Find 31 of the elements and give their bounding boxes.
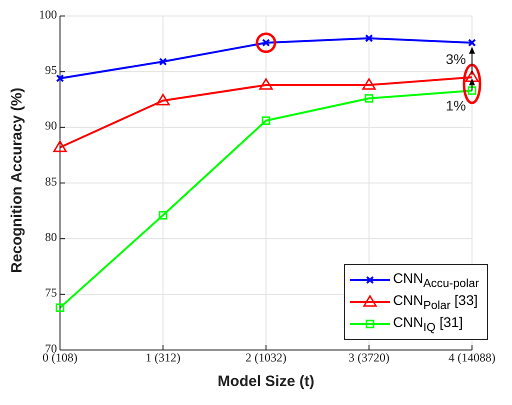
y-tick-label: 85: [45, 174, 57, 188]
point: [56, 303, 64, 312]
y-tick-label: 90: [45, 118, 57, 133]
point: [158, 211, 168, 220]
y-axis-title: Recognition Accuracy (%): [8, 88, 26, 273]
annotation: 3%: [446, 50, 466, 67]
point: [468, 86, 476, 95]
y-tick-label: 100: [39, 7, 57, 22]
point: [465, 70, 479, 82]
point: [53, 140, 67, 152]
point: [362, 78, 376, 90]
x-tick-label: 1 (312): [146, 350, 180, 365]
x-tick-label: 3 (3720): [348, 350, 390, 365]
legend-label: CNN$_{IQ}$ [31]: [392, 314, 463, 334]
point: [365, 34, 373, 42]
y-tick-label: 80: [45, 230, 57, 244]
point: [156, 94, 170, 106]
y-tick-label: 95: [45, 62, 57, 77]
legend-label: CNN$_{Accu-polar}$: [392, 270, 479, 290]
point: [262, 116, 270, 125]
x-tick-label: 2 (1032): [246, 350, 286, 365]
y-tick-label: 75: [45, 286, 57, 300]
point: [56, 74, 64, 82]
point: [159, 58, 167, 66]
x-tick-label: 4 (14088): [448, 350, 496, 365]
point: [468, 38, 476, 47]
legend-label: CNN$_{Polar}$ [33]: [392, 292, 478, 312]
point: [259, 78, 273, 90]
point: [364, 94, 374, 103]
annotation: 1%: [446, 97, 466, 114]
x-axis-title: Model Size (t): [218, 373, 314, 390]
